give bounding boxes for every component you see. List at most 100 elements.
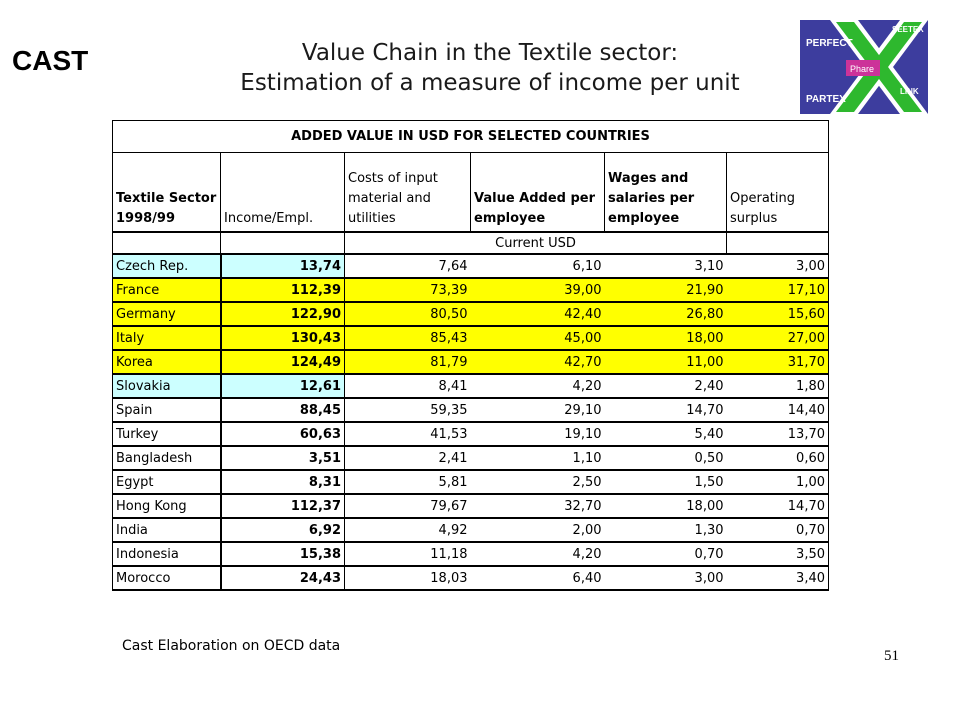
table-caption-row: ADDED VALUE IN USD FOR SELECTED COUNTRIE… xyxy=(112,120,829,153)
cell-costs: 7,64 xyxy=(344,254,471,279)
cell-value-added: 4,20 xyxy=(470,374,605,399)
logo-link-text: LINK xyxy=(900,87,919,96)
cast-logo: CAST xyxy=(12,46,112,74)
cell-wages: 3,00 xyxy=(604,566,727,591)
source-note: Cast Elaboration on OECD data xyxy=(122,638,341,654)
header-sector: Textile Sector 1998/99 xyxy=(112,152,221,233)
cell-wages: 14,70 xyxy=(604,398,727,423)
cell-wages: 0,70 xyxy=(604,542,727,567)
table-row: Bangladesh 3,51 2,41 1,10 0,50 0,60 xyxy=(112,446,829,471)
cell-value-added: 6,10 xyxy=(470,254,605,279)
cell-country: Egypt xyxy=(112,470,221,495)
cell-surplus: 31,70 xyxy=(726,350,829,375)
cell-costs: 85,43 xyxy=(344,326,471,351)
page-title: Value Chain in the Textile sector: Estim… xyxy=(150,38,830,98)
cell-income: 24,43 xyxy=(219,566,345,591)
cell-wages: 1,50 xyxy=(604,470,727,495)
table-row: India 6,92 4,92 2,00 1,30 0,70 xyxy=(112,518,829,543)
cell-value-added: 2,50 xyxy=(470,470,605,495)
cell-surplus: 0,60 xyxy=(726,446,829,471)
cell-wages: 2,40 xyxy=(604,374,727,399)
cell-country: Morocco xyxy=(112,566,221,591)
cell-surplus: 17,10 xyxy=(726,278,829,303)
table-row: France 112,39 73,39 39,00 21,90 17,10 xyxy=(112,278,829,303)
cell-costs: 41,53 xyxy=(344,422,471,447)
header-costs: Costs of input material and utilities xyxy=(344,152,471,233)
unit-label: Current USD xyxy=(344,231,727,255)
cell-surplus: 0,70 xyxy=(726,518,829,543)
cell-country: France xyxy=(112,278,221,303)
cell-wages: 1,30 xyxy=(604,518,727,543)
cell-surplus: 3,00 xyxy=(726,254,829,279)
cell-costs: 5,81 xyxy=(344,470,471,495)
cell-country: Czech Rep. xyxy=(112,254,221,279)
header-income: Income/Empl. xyxy=(220,152,345,233)
table-header-row: Textile Sector 1998/99 Income/Empl. Cost… xyxy=(112,152,829,233)
cell-income: 13,74 xyxy=(219,254,345,279)
header-value-added: Value Added per employee xyxy=(470,152,605,233)
perfect-partex-logo: PERFECT SEETEX Phare PARTEX LINK xyxy=(800,20,928,114)
cell-costs: 4,92 xyxy=(344,518,471,543)
logo-partex-text: PARTEX xyxy=(806,94,846,105)
cell-surplus: 3,40 xyxy=(726,566,829,591)
logo-phare-text: Phare xyxy=(850,64,874,74)
cell-surplus: 1,00 xyxy=(726,470,829,495)
cell-country: Hong Kong xyxy=(112,494,221,519)
table-row: Hong Kong 112,37 79,67 32,70 18,00 14,70 xyxy=(112,494,829,519)
cell-wages: 18,00 xyxy=(604,326,727,351)
cell-value-added: 6,40 xyxy=(470,566,605,591)
cell-country: Germany xyxy=(112,302,221,327)
cell-surplus: 14,70 xyxy=(726,494,829,519)
table-row: Germany 122,90 80,50 42,40 26,80 15,60 xyxy=(112,302,829,327)
cell-costs: 11,18 xyxy=(344,542,471,567)
page-number: 51 xyxy=(884,648,899,664)
cell-income: 15,38 xyxy=(219,542,345,567)
cell-income: 112,37 xyxy=(219,494,345,519)
title-line-2: Estimation of a measure of income per un… xyxy=(240,70,740,96)
cell-wages: 21,90 xyxy=(604,278,727,303)
cell-value-added: 42,70 xyxy=(470,350,605,375)
cell-country: Turkey xyxy=(112,422,221,447)
cell-costs: 73,39 xyxy=(344,278,471,303)
cell-country: Italy xyxy=(112,326,221,351)
table-row: Korea 124,49 81,79 42,70 11,00 31,70 xyxy=(112,350,829,375)
table-unit-row: Current USD xyxy=(112,231,829,255)
table-row: Spain 88,45 59,35 29,10 14,70 14,40 xyxy=(112,398,829,423)
table-row: Egypt 8,31 5,81 2,50 1,50 1,00 xyxy=(112,470,829,495)
cell-costs: 2,41 xyxy=(344,446,471,471)
cell-income: 124,49 xyxy=(219,350,345,375)
cell-value-added: 4,20 xyxy=(470,542,605,567)
cell-costs: 81,79 xyxy=(344,350,471,375)
cell-costs: 80,50 xyxy=(344,302,471,327)
cell-income: 112,39 xyxy=(219,278,345,303)
cell-income: 3,51 xyxy=(219,446,345,471)
cell-value-added: 32,70 xyxy=(470,494,605,519)
cell-country: India xyxy=(112,518,221,543)
cell-surplus: 1,80 xyxy=(726,374,829,399)
table-row: Indonesia 15,38 11,18 4,20 0,70 3,50 xyxy=(112,542,829,567)
cell-value-added: 2,00 xyxy=(470,518,605,543)
cell-country: Bangladesh xyxy=(112,446,221,471)
cell-income: 60,63 xyxy=(219,422,345,447)
cell-wages: 3,10 xyxy=(604,254,727,279)
cell-wages: 18,00 xyxy=(604,494,727,519)
logo-seetex-text: SEETEX xyxy=(892,25,924,34)
unit-blank xyxy=(726,231,829,255)
cell-wages: 0,50 xyxy=(604,446,727,471)
cell-surplus: 27,00 xyxy=(726,326,829,351)
cell-surplus: 13,70 xyxy=(726,422,829,447)
table-caption: ADDED VALUE IN USD FOR SELECTED COUNTRIE… xyxy=(112,120,829,153)
table-row: Czech Rep. 13,74 7,64 6,10 3,10 3,00 xyxy=(112,254,829,279)
table-row: Turkey 60,63 41,53 19,10 5,40 13,70 xyxy=(112,422,829,447)
cell-value-added: 29,10 xyxy=(470,398,605,423)
cell-costs: 8,41 xyxy=(344,374,471,399)
cell-surplus: 15,60 xyxy=(726,302,829,327)
cell-income: 130,43 xyxy=(219,326,345,351)
cell-surplus: 14,40 xyxy=(726,398,829,423)
logo-perfect-text: PERFECT xyxy=(806,38,853,49)
cell-country: Korea xyxy=(112,350,221,375)
unit-blank xyxy=(220,231,345,255)
cell-income: 8,31 xyxy=(219,470,345,495)
cell-country: Indonesia xyxy=(112,542,221,567)
table-row: Morocco 24,43 18,03 6,40 3,00 3,40 xyxy=(112,566,829,591)
